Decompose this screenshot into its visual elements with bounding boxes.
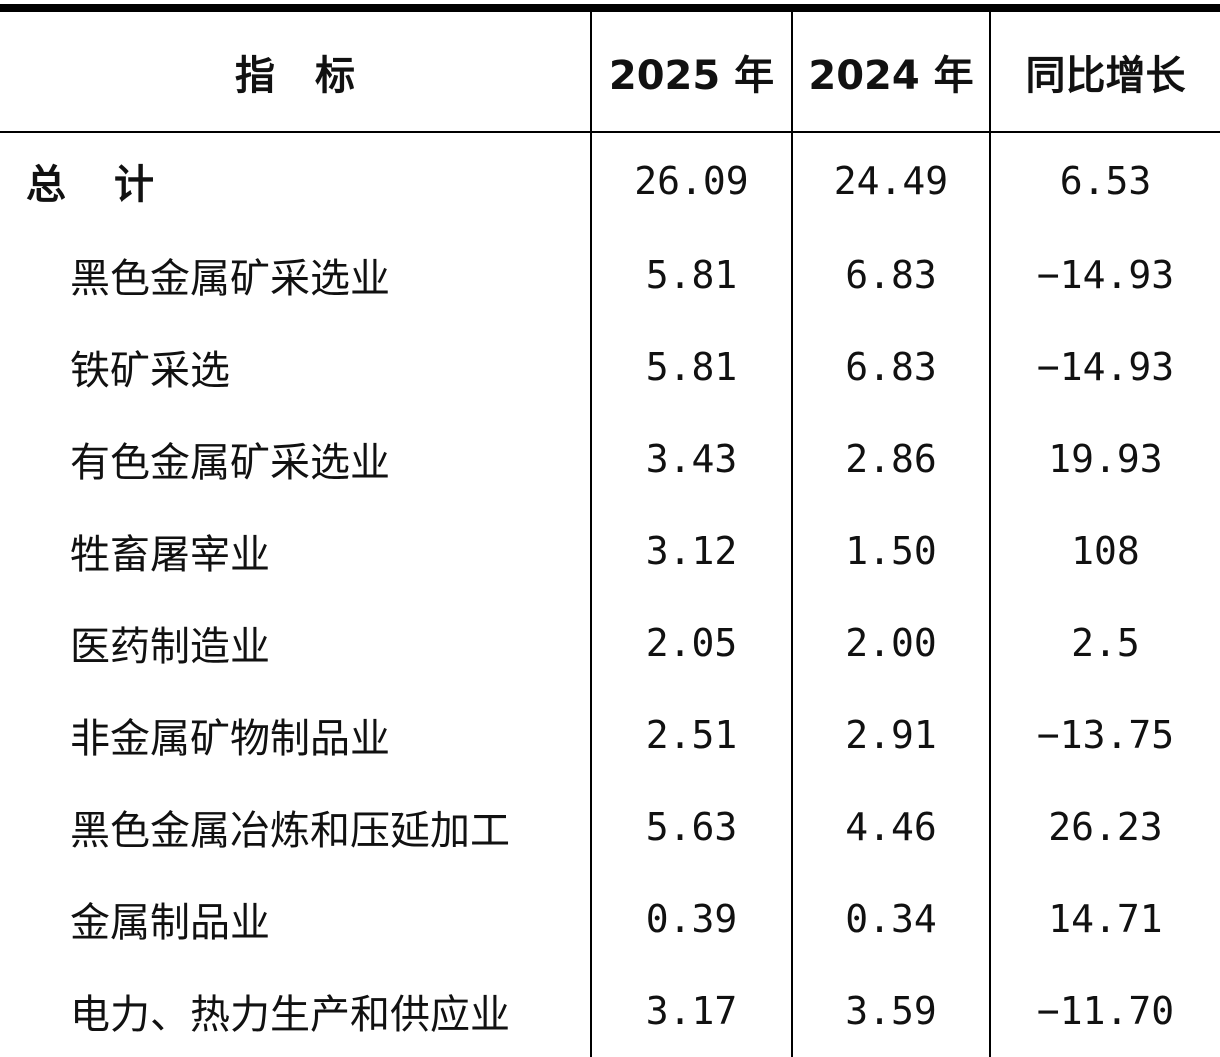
table-row: 铁矿采选 5.81 6.83 −14.93 bbox=[0, 321, 1220, 413]
value-2024: 2.00 bbox=[791, 597, 990, 689]
value-growth: 6.53 bbox=[989, 132, 1220, 229]
value-2025: 3.17 bbox=[590, 965, 792, 1057]
value-2025: 26.09 bbox=[590, 132, 792, 229]
value-2024: 1.50 bbox=[791, 505, 990, 597]
header-2025: 2025 年 bbox=[590, 12, 792, 133]
table-row: 非金属矿物制品业 2.51 2.91 −13.75 bbox=[0, 689, 1220, 781]
value-growth: 2.5 bbox=[989, 597, 1220, 689]
row-label: 非金属矿物制品业 bbox=[70, 716, 390, 762]
value-growth: 14.71 bbox=[989, 873, 1220, 965]
table-row: 黑色金属矿采选业 5.81 6.83 −14.93 bbox=[0, 229, 1220, 321]
value-2024: 2.86 bbox=[791, 413, 990, 505]
value-growth: 26.23 bbox=[989, 781, 1220, 873]
value-2025: 5.63 bbox=[590, 781, 792, 873]
header-indicator: 指 标 bbox=[0, 12, 591, 133]
value-2025: 5.81 bbox=[590, 229, 792, 321]
value-2024: 2.91 bbox=[791, 689, 990, 781]
value-2025: 0.39 bbox=[590, 873, 792, 965]
row-label: 黑色金属冶炼和压延加工 bbox=[70, 808, 510, 854]
row-label: 牲畜屠宰业 bbox=[70, 532, 270, 578]
table-row: 黑色金属冶炼和压延加工 5.63 4.46 26.23 bbox=[0, 781, 1220, 873]
data-table: 指 标 2025 年 2024 年 同比增长 总 计 26.09 24.49 6… bbox=[0, 12, 1220, 1057]
table-row: 金属制品业 0.39 0.34 14.71 bbox=[0, 873, 1220, 965]
row-label: 医药制造业 bbox=[70, 624, 270, 670]
row-label: 总 计 bbox=[26, 162, 158, 208]
header-2024: 2024 年 bbox=[791, 12, 990, 133]
row-label: 铁矿采选 bbox=[70, 348, 230, 394]
row-label: 金属制品业 bbox=[70, 900, 270, 946]
table-row: 牲畜屠宰业 3.12 1.50 108 bbox=[0, 505, 1220, 597]
row-label: 黑色金属矿采选业 bbox=[70, 256, 390, 302]
header-growth: 同比增长 bbox=[989, 12, 1220, 133]
value-2025: 3.12 bbox=[590, 505, 792, 597]
table-row: 有色金属矿采选业 3.43 2.86 19.93 bbox=[0, 413, 1220, 505]
value-growth: −14.93 bbox=[989, 229, 1220, 321]
table-row: 电力、热力生产和供应业 3.17 3.59 −11.70 bbox=[0, 965, 1220, 1057]
value-2024: 6.83 bbox=[791, 229, 990, 321]
value-growth: −11.70 bbox=[989, 965, 1220, 1057]
value-2025: 2.51 bbox=[590, 689, 792, 781]
value-2024: 24.49 bbox=[791, 132, 990, 229]
value-growth: 108 bbox=[989, 505, 1220, 597]
value-2025: 5.81 bbox=[590, 321, 792, 413]
header-row: 指 标 2025 年 2024 年 同比增长 bbox=[0, 12, 1220, 133]
value-2024: 6.83 bbox=[791, 321, 990, 413]
row-label: 电力、热力生产和供应业 bbox=[70, 992, 510, 1038]
value-2025: 2.05 bbox=[590, 597, 792, 689]
value-2024: 3.59 bbox=[791, 965, 990, 1057]
value-growth: −13.75 bbox=[989, 689, 1220, 781]
value-growth: 19.93 bbox=[989, 413, 1220, 505]
top-rule bbox=[0, 4, 1220, 12]
value-2025: 3.43 bbox=[590, 413, 792, 505]
value-growth: −14.93 bbox=[989, 321, 1220, 413]
row-label: 有色金属矿采选业 bbox=[70, 440, 390, 486]
value-2024: 4.46 bbox=[791, 781, 990, 873]
value-2024: 0.34 bbox=[791, 873, 990, 965]
table-row: 医药制造业 2.05 2.00 2.5 bbox=[0, 597, 1220, 689]
table-row-total: 总 计 26.09 24.49 6.53 bbox=[0, 132, 1220, 229]
